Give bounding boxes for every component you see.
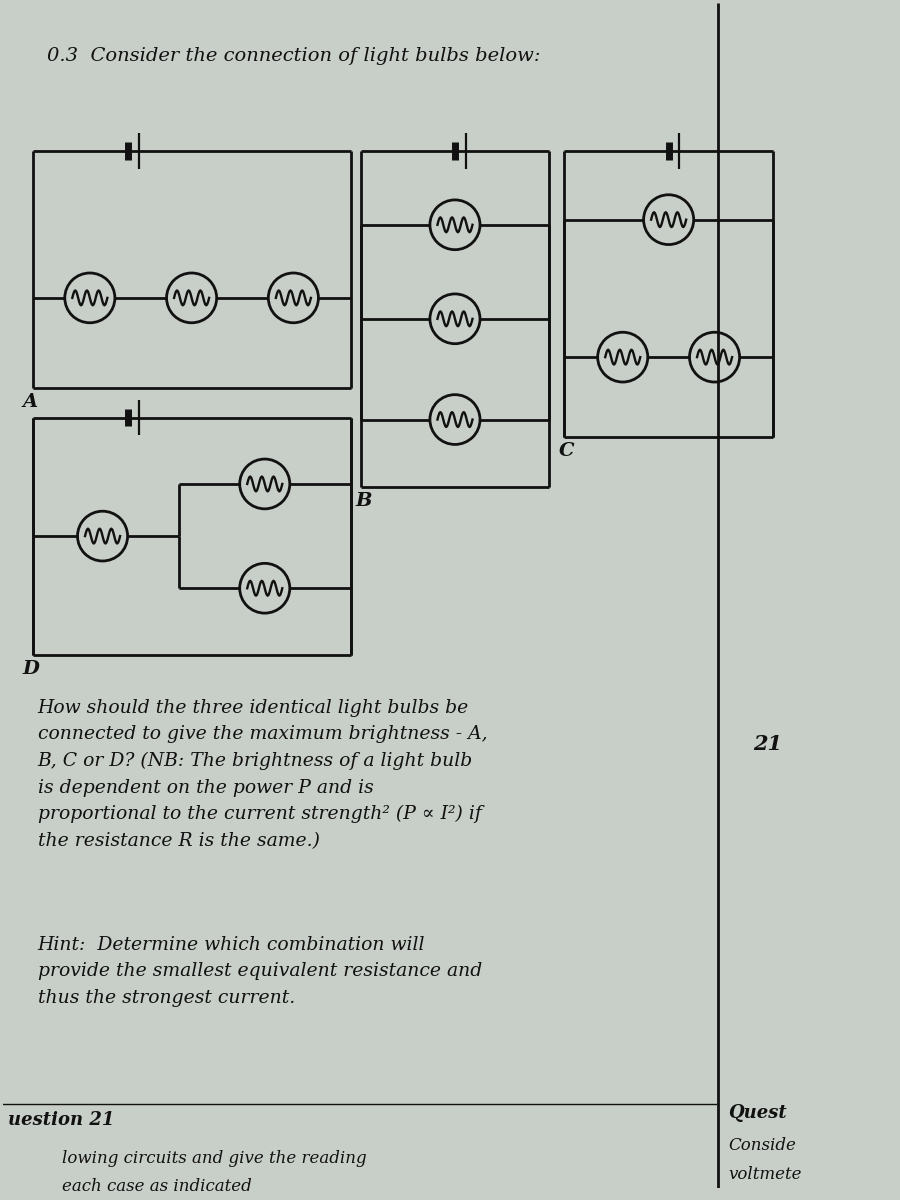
Text: 21: 21 <box>753 733 782 754</box>
Text: Conside: Conside <box>728 1136 796 1153</box>
Text: Hint:  Determine which combination will
provide the smallest equivalent resistan: Hint: Determine which combination will p… <box>38 936 482 1007</box>
Text: C: C <box>559 443 575 461</box>
Text: lowing circuits and give the reading: lowing circuits and give the reading <box>62 1151 367 1168</box>
Text: A: A <box>22 392 38 410</box>
Text: 0.3  Consider the connection of light bulbs below:: 0.3 Consider the connection of light bul… <box>48 47 541 65</box>
Text: B: B <box>356 492 372 510</box>
Text: each case as indicated: each case as indicated <box>62 1178 252 1195</box>
Text: voltmete: voltmete <box>728 1166 802 1183</box>
Text: Quest: Quest <box>728 1104 787 1122</box>
Text: D: D <box>22 660 40 678</box>
Text: How should the three identical light bulbs be
connected to give the maximum brig: How should the three identical light bul… <box>38 700 487 850</box>
Text: uestion 21: uestion 21 <box>8 1111 114 1129</box>
